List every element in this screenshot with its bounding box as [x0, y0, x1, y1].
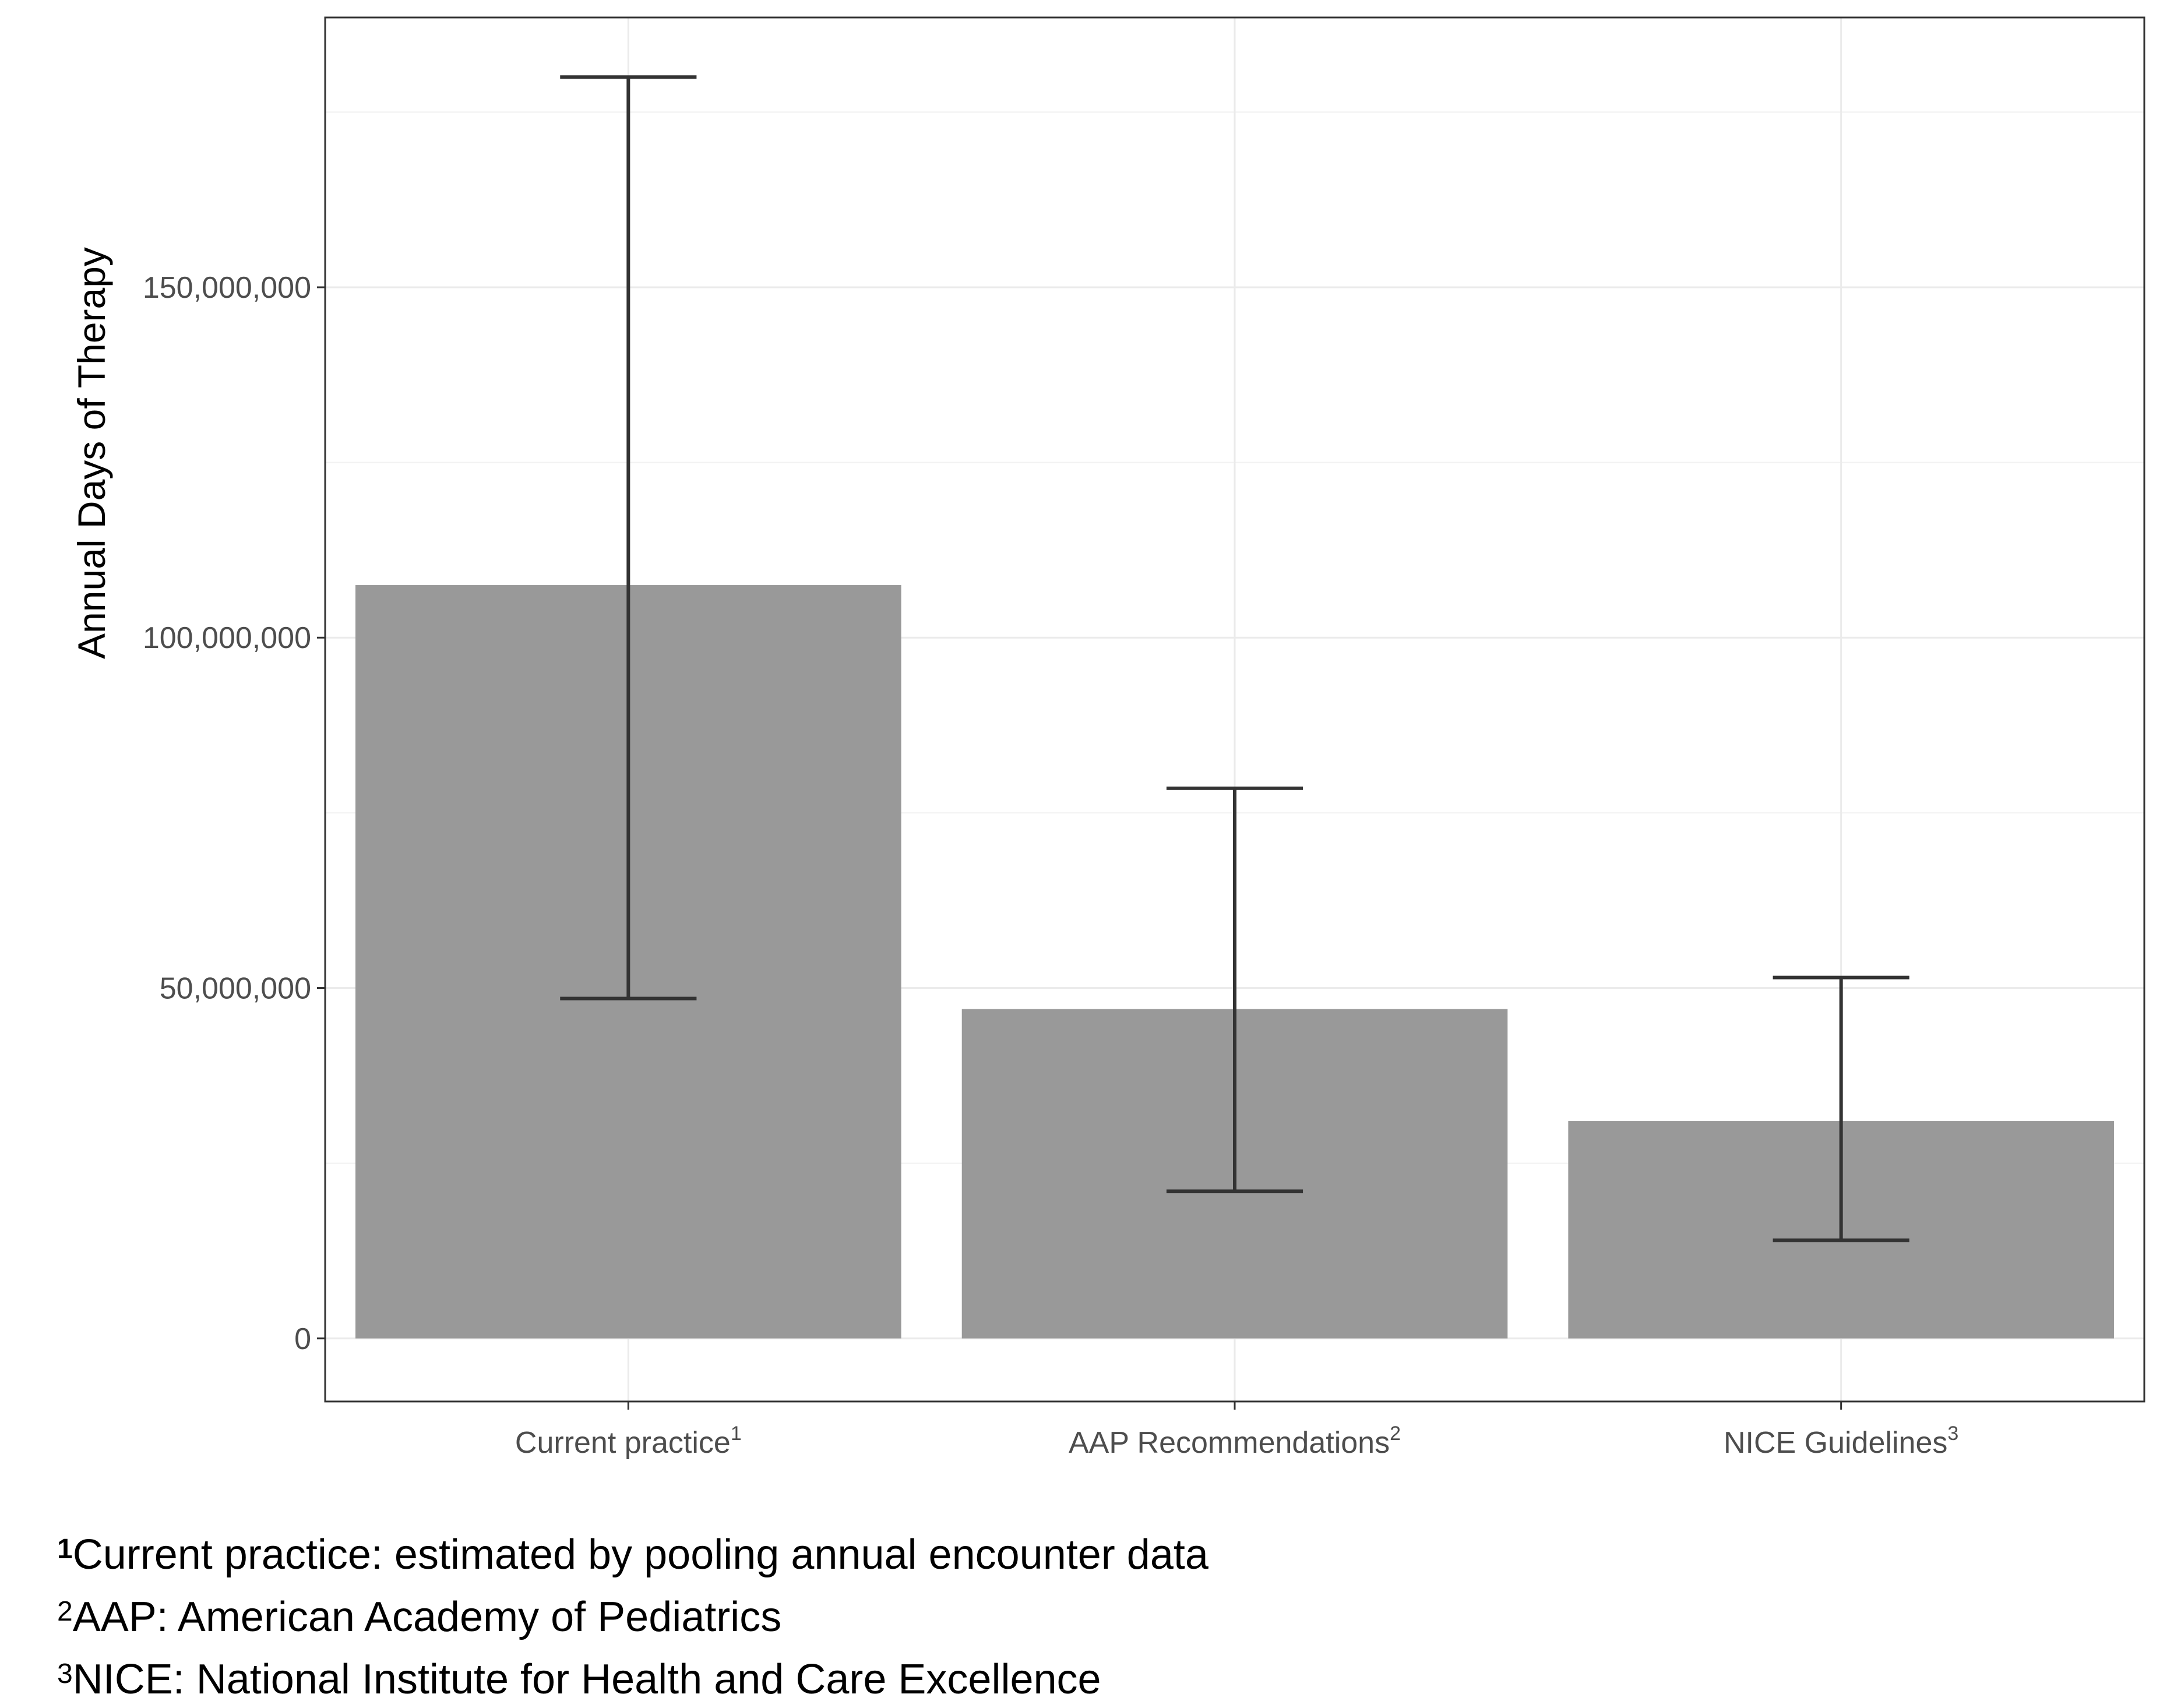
x-tick-label: NICE Guidelines3: [1724, 1422, 1958, 1460]
footnote-2: 2AAP: American Academy of Pediatrics: [57, 1583, 1208, 1646]
footnotes: 1Current practice: estimated by pooling …: [57, 1521, 1208, 1708]
footnote-text: Current practice: estimated by pooling a…: [72, 1531, 1208, 1578]
footnote-text: AAP: American Academy of Pediatrics: [72, 1594, 782, 1640]
footnote-mark: 1: [57, 1534, 73, 1565]
x-axis: Current practice1 AAP Recommendations2 NIC…: [515, 1401, 1958, 1460]
footnote-mark: 3: [57, 1658, 73, 1689]
x-tick-label: AAP Recommendations2: [1069, 1422, 1401, 1460]
error-bars: [560, 75, 1909, 1242]
footnote-1: 1Current practice: estimated by pooling …: [57, 1521, 1208, 1583]
error-bar: [1166, 786, 1303, 1193]
footnote-text: NICE: National Institute for Health and …: [72, 1656, 1101, 1703]
y-tick-label: 150,000,000: [143, 271, 311, 305]
y-tick-label: 0: [294, 1322, 311, 1356]
y-tick-label: 50,000,000: [160, 972, 311, 1006]
error-bar: [1773, 976, 1909, 1242]
y-tick-label: 100,000,000: [143, 621, 311, 655]
error-bar: [560, 75, 697, 1001]
y-axis: 0 50,000,000 100,000,000 150,000,000: [143, 271, 325, 1356]
x-tick-label: Current practice1: [515, 1422, 742, 1460]
footnote-3: 3NICE: National Institute for Health and…: [57, 1646, 1208, 1708]
footnote-mark: 2: [57, 1596, 73, 1627]
y-axis-title: Annual Days of Therapy: [70, 247, 113, 659]
bar-chart: 0 50,000,000 100,000,000 150,000,000 Curren…: [70, 16, 2145, 1460]
